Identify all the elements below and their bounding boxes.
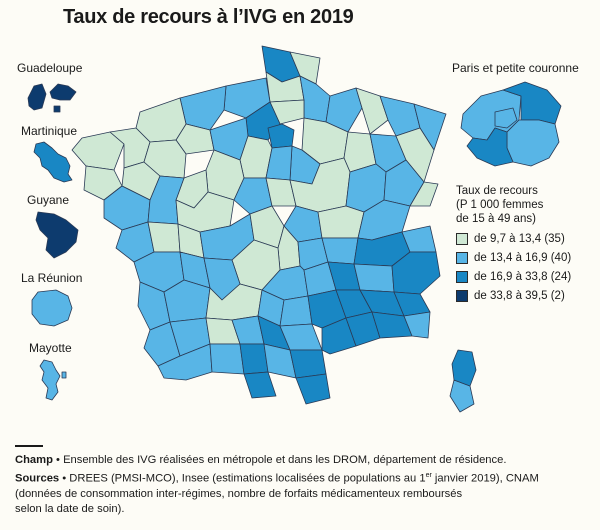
reunion-label: La Réunion: [21, 271, 83, 285]
department: [409, 181, 439, 207]
department-haute-corse: [451, 349, 477, 387]
paris-inset-label: Paris et petite couronne: [452, 61, 579, 75]
legend: Taux de recours (P 1 000 femmes de 15 à …: [456, 184, 596, 308]
legend-title: Taux de recours (P 1 000 femmes de 15 à …: [456, 185, 544, 225]
paris-inset-map: [460, 81, 562, 167]
department: [279, 295, 313, 327]
footnotes: Champ • Ensemble des IVG réalisées en mé…: [15, 445, 585, 517]
department: [239, 343, 269, 375]
mayotte-shape: [39, 359, 67, 401]
legend-swatch: [456, 290, 468, 302]
department: [355, 87, 389, 135]
france-map: [71, 45, 477, 413]
guyane-label: Guyane: [27, 193, 70, 207]
page-title: Taux de recours à l’IVG en 2019: [63, 6, 354, 28]
department: [353, 263, 395, 293]
department: [395, 127, 435, 183]
guadeloupe-label: Guadeloupe: [17, 61, 83, 75]
department: [289, 349, 327, 379]
legend-label: de 13,4 à 16,9 (40): [474, 252, 572, 264]
department: [179, 85, 227, 131]
legend-label: de 9,7 à 13,4 (35): [474, 233, 565, 245]
department: [243, 371, 277, 399]
department: [209, 343, 245, 375]
legend-label: de 33,8 à 39,5 (2): [474, 290, 565, 302]
legend-item: de 16,9 à 33,8 (24): [456, 270, 596, 284]
martinique-shape: [33, 141, 73, 183]
department: [321, 237, 359, 265]
reunion-shape: [31, 289, 73, 327]
legend-item: de 9,7 à 13,4 (35): [456, 232, 596, 246]
department: [295, 373, 331, 405]
guyane-shape: [35, 211, 79, 259]
legend-item: de 33,8 à 39,5 (2): [456, 289, 596, 303]
department: [267, 123, 295, 149]
martinique-label: Martinique: [21, 124, 78, 138]
department: [321, 317, 357, 355]
department: [147, 221, 181, 253]
department: [403, 311, 431, 339]
department: [325, 87, 363, 133]
legend-item: de 13,4 à 16,9 (40): [456, 251, 596, 265]
champ-note: Champ • Ensemble des IVG réalisées en mé…: [15, 454, 507, 466]
legend-swatch: [456, 252, 468, 264]
sources-note-line2: (données de consommation inter-régimes, …: [15, 487, 463, 500]
guadeloupe-shape: [27, 83, 77, 113]
legend-swatch: [456, 271, 468, 283]
mayotte-label: Mayotte: [29, 341, 72, 355]
department: [317, 205, 365, 239]
sources-note: Sources • DREES (PMSI-MCO), Insee (estim…: [15, 472, 539, 485]
sources-note-line3: selon la date de soin).: [15, 502, 125, 515]
legend-swatch: [456, 233, 468, 245]
legend-label: de 16,9 à 33,8 (24): [474, 271, 572, 283]
divider: [15, 445, 43, 447]
